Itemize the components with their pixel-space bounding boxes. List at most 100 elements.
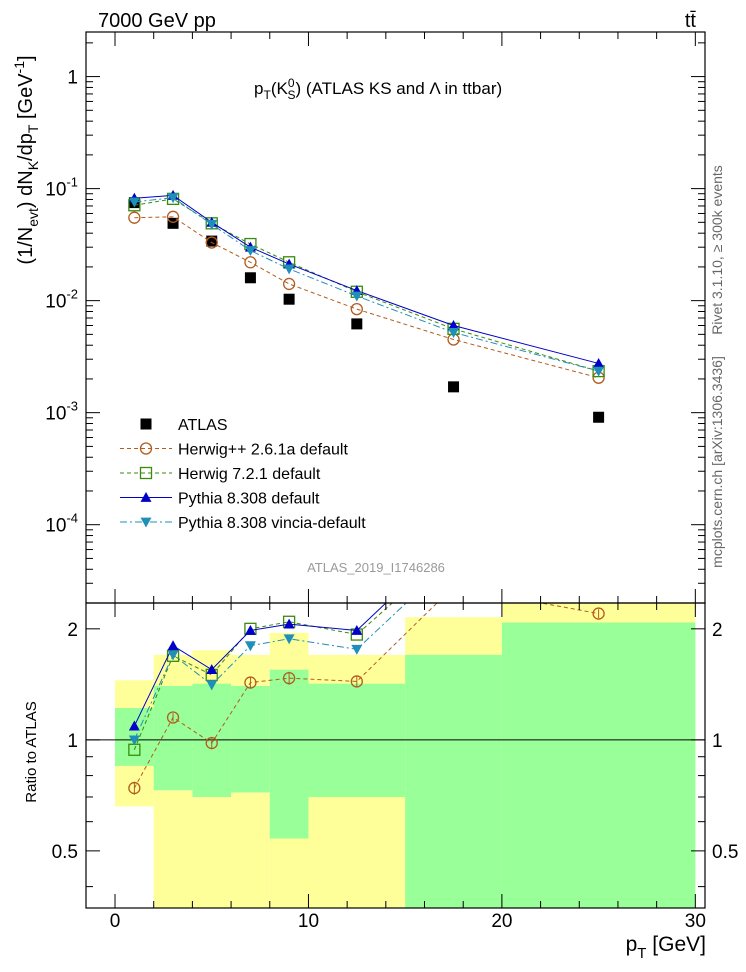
tick-mantissa: 10 [45,292,66,313]
top-y-tick-label-3: 10-3 [45,399,78,425]
point-atlas-3 [244,272,256,284]
ratio-point-pythia-8-308-vincia-default-7 [593,582,604,592]
point-atlas-1 [167,217,179,229]
x-tick-label-1: 10 [298,911,319,932]
point-atlas-6 [448,381,460,393]
x-tick-label-3: 30 [685,911,706,932]
ratio-point-pythia-8-308-default-5 [351,624,363,635]
legend-label-herwig-2-6-1a-default: Herwig++ 2.6.1a default [178,442,348,459]
point-herwig-2-6-1a-default-4 [282,277,296,291]
title-open: (K [271,79,289,98]
title-sub-t: T [263,88,271,102]
ratio-y-tick-label-right-1: 1 [712,731,723,752]
ratio-y-tick-label-left-2: 2 [67,620,78,641]
band-green-1 [153,685,193,791]
ratio-y-tick-label-right-2: 2 [712,620,723,641]
ratio-point-pythia-8-308-default-7 [593,558,604,568]
ratio-point-pythia-8-308-default-1 [167,640,179,651]
x-tick-label-0: 0 [110,911,121,932]
rivet-label: Rivet 3.1.10, ≥ 300k events [709,165,725,335]
top-y-tick-label-0: 1 [67,68,78,89]
top-y-tick-label-4: 10-4 [45,511,78,537]
process-label: tt̄ [685,10,697,32]
tick-mantissa: 1 [67,68,78,89]
band-green-3 [231,685,270,793]
point-atlas-7 [593,411,605,423]
tick-exponent: -4 [66,511,78,526]
ratio-point-herwig-2-6-1a-default-7 [592,607,605,620]
ratio-point-pythia-8-308-default-0 [128,720,140,731]
ratio-point-pythia-8-308-default-4 [283,618,295,629]
point-pythia-8-308-vincia-default-0 [128,197,140,208]
ratio-line-pythia-8-308-default [133,603,387,727]
tick-exponent: -1 [66,175,78,190]
top-plot-series [128,189,605,423]
x-axis-label: pT [GeV] [626,933,706,962]
ratio-point-pythia-8-308-vincia-default-3 [244,641,256,652]
ratio-point-pythia-8-308-vincia-default-5 [351,644,363,655]
ratio-line-pythia-8-308-vincia-default [133,603,407,741]
legend-label-pythia-8-308-vincia-default: Pythia 8.308 vincia-default [178,515,366,532]
plot-title: pT(K0 S) (ATLAS KS and Λ in ttbar) [254,76,502,102]
analysis-id: ATLAS_2019_I1746286 [307,560,445,575]
band-green-7 [501,622,696,908]
title-sub-s: S [288,88,296,102]
x-tick-label-2: 20 [491,911,512,932]
ratio-point-pythia-8-308-vincia-default-0 [128,735,140,746]
series-line-pythia-8-308-vincia-default [134,197,599,372]
ratio-point-herwig-2-6-1a-default-6 [448,581,459,592]
ratio-point-herwig-7-2-1-default-7 [593,581,604,592]
top-y-tick-label-2: 10-2 [45,287,78,313]
ratio-point-pythia-8-308-vincia-default-6 [448,554,459,564]
ratio-point-pythia-8-308-vincia-default-1 [167,650,179,661]
point-pythia-8-308-vincia-default-4 [283,264,295,275]
point-pythia-8-308-default-6 [448,319,460,330]
ratio-plot-frame [85,602,706,909]
ratio-line-herwig-2-6-1a-default [133,603,599,789]
legend-marker-pythia-8-308-default [140,492,152,502]
point-herwig-2-6-1a-default-5 [350,302,363,316]
ratio-point-pythia-8-308-vincia-default-2 [206,680,218,691]
ratio-y-axis-label: Ratio to ATLAS [23,701,40,802]
series-line-herwig-7-2-1-default [134,198,599,372]
ratio-plot-series [128,543,605,795]
legend-marker-atlas [140,418,152,430]
ratio-point-herwig-2-6-1a-default-1 [166,711,180,724]
point-pythia-8-308-vincia-default-7 [593,366,605,377]
legend-marker-herwig-7-2-1-default [139,466,153,480]
tick-exponent: -3 [66,399,78,414]
ratio-point-herwig-2-6-1a-default-5 [350,675,363,688]
tick-mantissa: 10 [45,404,66,425]
point-atlas-4 [283,293,295,305]
ratio-point-pythia-8-308-vincia-default-4 [283,634,295,645]
ratio-point-herwig-2-6-1a-default-3 [244,676,257,689]
ratio-point-pythia-8-308-default-2 [206,664,218,675]
point-herwig-2-6-1a-default-1 [166,210,180,223]
ratio-point-herwig-2-6-1a-default-2 [205,736,218,750]
energy-label: 7000 GeV pp [98,10,216,32]
ratio-point-herwig-2-6-1a-default-0 [128,781,141,795]
band-green-6 [405,654,502,908]
ratio-point-herwig-7-2-1-default-6 [448,543,459,554]
ratio-y-tick-label-right-0: 0.5 [712,842,738,863]
top-y-tick-label-1: 10-1 [45,175,78,201]
point-pythia-8-308-vincia-default-1 [167,193,179,204]
point-pythia-8-308-vincia-default-5 [351,291,363,302]
point-pythia-8-308-vincia-default-2 [206,219,218,230]
legend-label-atlas: ATLAS [178,417,228,434]
legend-marker-pythia-8-308-vincia-default [140,517,152,528]
point-atlas-2 [206,235,218,247]
mcplots-label: mcplots.cern.ch [arXiv:1306.3436] [709,356,725,568]
y-axis-label: (1/Nevt) dNK/dpT [GeV-1] [11,55,41,264]
point-herwig-2-6-1a-default-0 [128,211,141,224]
tick-mantissa: 10 [45,180,66,201]
ratio-point-herwig-7-2-1-default-1 [166,649,180,662]
title-rest: ) (ATLAS KS and Λ in ttbar) [296,79,503,98]
point-pythia-8-308-vincia-default-3 [244,246,256,257]
point-herwig-2-6-1a-default-2 [205,236,218,249]
title-sup-zero: 0 [288,76,295,90]
ratio-y-tick-label-left-0: 0.5 [52,842,78,863]
tick-mantissa: 10 [45,516,66,537]
